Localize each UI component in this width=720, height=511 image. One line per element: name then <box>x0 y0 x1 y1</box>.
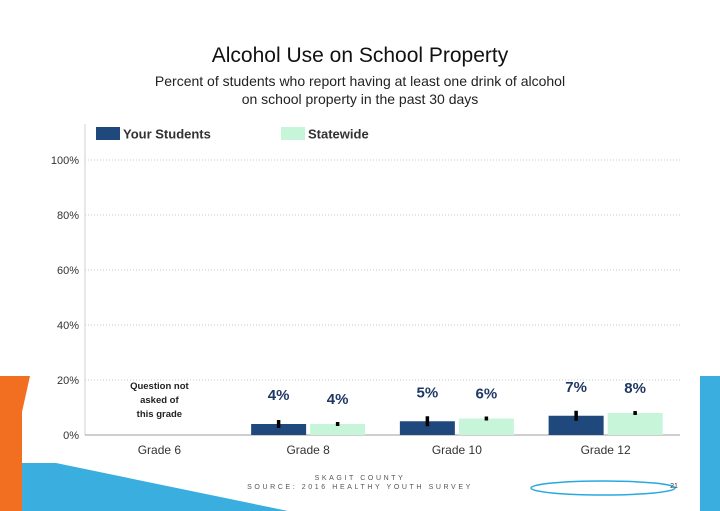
x-category-label: Grade 8 <box>286 443 330 457</box>
x-category-label: Grade 10 <box>432 443 482 457</box>
y-tick-label: 40% <box>57 320 79 332</box>
page-number: 21 <box>670 483 678 490</box>
footer-source: SKAGIT COUNTY SOURCE: 2016 HEALTHY YOUTH… <box>230 474 490 492</box>
data-label: 4% <box>268 387 290 404</box>
subtitle-line-1: Percent of students who report having at… <box>154 73 566 89</box>
data-label: 7% <box>565 379 587 396</box>
y-tick-label: 100% <box>51 155 79 167</box>
footer-line-2: SOURCE: 2016 HEALTHY YOUTH SURVEY <box>247 484 473 491</box>
data-label: 8% <box>624 380 646 397</box>
x-category-label: Grade 6 <box>138 443 182 457</box>
bar-statewide <box>607 413 663 435</box>
y-tick-label: 80% <box>57 210 79 222</box>
data-label: 5% <box>417 384 439 401</box>
legend-label-2: Statewide <box>308 127 369 142</box>
legend-swatch-1 <box>96 127 120 140</box>
orange-accent-bar <box>0 376 22 511</box>
note-line: asked of <box>140 395 179 406</box>
y-tick-label: 60% <box>57 265 79 277</box>
legend-swatch-2 <box>281 127 305 140</box>
y-tick-label: 0% <box>63 430 79 442</box>
data-label: 4% <box>327 391 349 408</box>
y-tick-label: 20% <box>57 375 79 387</box>
x-category-label: Grade 12 <box>581 443 631 457</box>
footer-line-1: SKAGIT COUNTY <box>314 475 406 482</box>
legend-label-1: Your Students <box>123 127 211 142</box>
page-number-ellipse <box>530 480 676 496</box>
bar-your-students <box>251 424 307 435</box>
data-label: 6% <box>476 386 498 403</box>
bar-your-students <box>548 415 604 435</box>
slide-title: Alcohol Use on School Property <box>211 44 509 67</box>
slide-subtitle: Percent of students who report having at… <box>120 72 600 108</box>
blue-accent-right <box>700 376 720 511</box>
note-line: this grade <box>137 409 182 420</box>
note-line: Question not <box>130 381 189 392</box>
subtitle-line-2: on school property in the past 30 days <box>241 91 479 107</box>
bar-your-students <box>399 421 455 435</box>
bar-statewide <box>310 424 366 435</box>
bar-statewide <box>458 418 514 435</box>
